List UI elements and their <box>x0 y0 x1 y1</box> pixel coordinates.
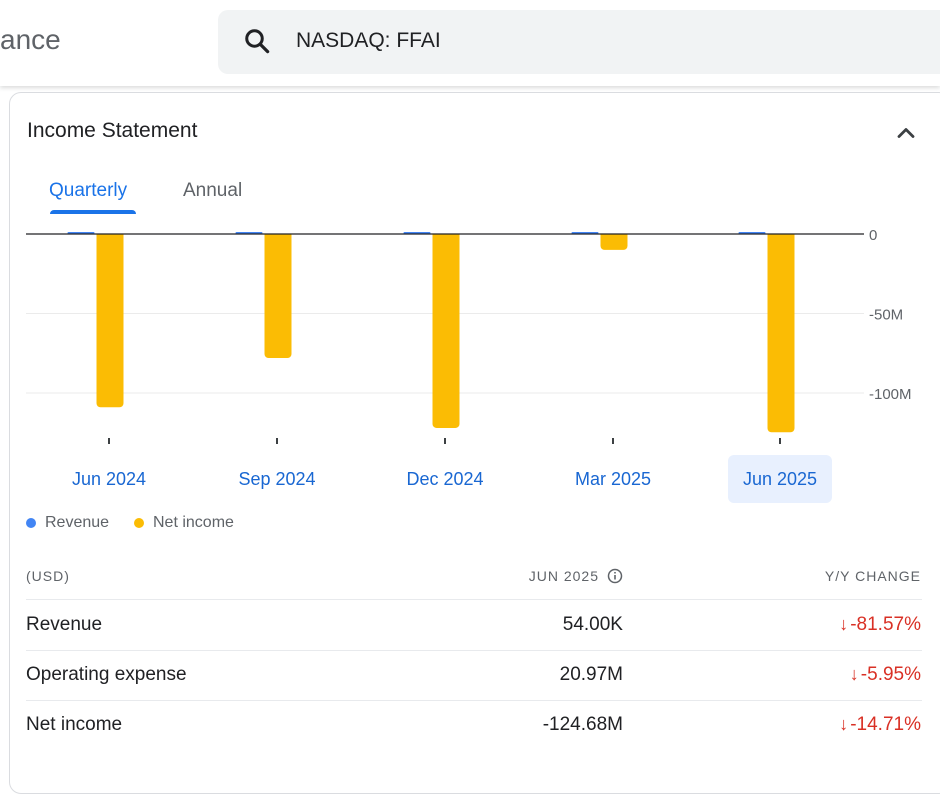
arrow-down-icon: ↓ <box>839 714 849 734</box>
net-income-bar <box>600 234 628 250</box>
currency-header: (USD) <box>26 568 70 584</box>
income-statement-card: Income Statement Quarterly Annual <box>9 92 940 794</box>
change-header: Y/Y CHANGE <box>824 568 921 584</box>
divider <box>26 700 922 701</box>
period-header: JUN 2025 <box>529 568 623 584</box>
tab-annual[interactable]: Annual <box>183 180 243 201</box>
x-tick-label[interactable]: Sep 2024 <box>238 469 316 489</box>
tab-selected-indicator <box>50 210 136 214</box>
y-tick-label: -50M <box>869 307 903 324</box>
search-icon[interactable] <box>242 26 272 56</box>
net-income-bar <box>767 234 795 433</box>
chevron-up-icon[interactable] <box>892 119 920 147</box>
row-revenue-value: 54.00K <box>562 614 623 635</box>
y-tick-label: 0 <box>869 227 877 244</box>
net-income-legend-dot <box>134 518 144 528</box>
change-value: -81.57% <box>850 614 921 635</box>
net-income-bar <box>96 234 124 408</box>
y-tick-label: -100M <box>869 386 912 403</box>
net-income-bar <box>432 234 460 428</box>
x-tick-label[interactable]: Mar 2025 <box>574 469 652 489</box>
x-tick-label[interactable]: Jun 2025 <box>728 455 832 503</box>
revenue-legend-dot <box>26 518 36 528</box>
arrow-down-icon: ↓ <box>849 664 859 684</box>
row-net-income-value: -124.68M <box>542 714 623 735</box>
row-net-income-label: Net income <box>26 714 123 735</box>
period-header-label: JUN 2025 <box>528 568 599 584</box>
change-value: -14.71% <box>850 714 921 735</box>
net-income-bar <box>264 234 292 359</box>
row-revenue-change: ↓ -81.57% <box>839 614 921 636</box>
arrow-down-icon: ↓ <box>839 614 849 634</box>
divider <box>26 599 922 600</box>
legend-label: Revenue <box>45 514 110 531</box>
row-opex-change: ↓ -5.95% <box>850 664 921 686</box>
search-box[interactable]: NASDAQ: FFAI <box>218 10 940 74</box>
brand-logo-text[interactable]: ance <box>0 24 61 55</box>
legend-revenue: Revenue <box>26 514 109 532</box>
row-net-income-change: ↓ -14.71% <box>839 714 921 736</box>
x-tick-label[interactable]: Jun 2024 <box>71 469 147 489</box>
income-chart: 0 -50M -100M <box>26 227 912 444</box>
legend-net-income: Net income <box>134 514 234 532</box>
row-revenue-label: Revenue <box>26 614 103 635</box>
card-title: Income Statement <box>27 119 198 142</box>
divider <box>26 650 922 651</box>
legend-label: Net income <box>153 514 234 531</box>
row-opex-value: 20.97M <box>559 664 623 685</box>
info-icon[interactable] <box>607 568 623 584</box>
tab-quarterly[interactable]: Quarterly <box>49 180 128 201</box>
x-tick-label[interactable]: Dec 2024 <box>406 469 484 489</box>
top-bar: ance NASDAQ: FFAI <box>0 0 940 86</box>
row-opex-label: Operating expense <box>26 664 187 685</box>
search-input[interactable]: NASDAQ: FFAI <box>296 29 441 52</box>
change-value: -5.95% <box>860 664 921 685</box>
